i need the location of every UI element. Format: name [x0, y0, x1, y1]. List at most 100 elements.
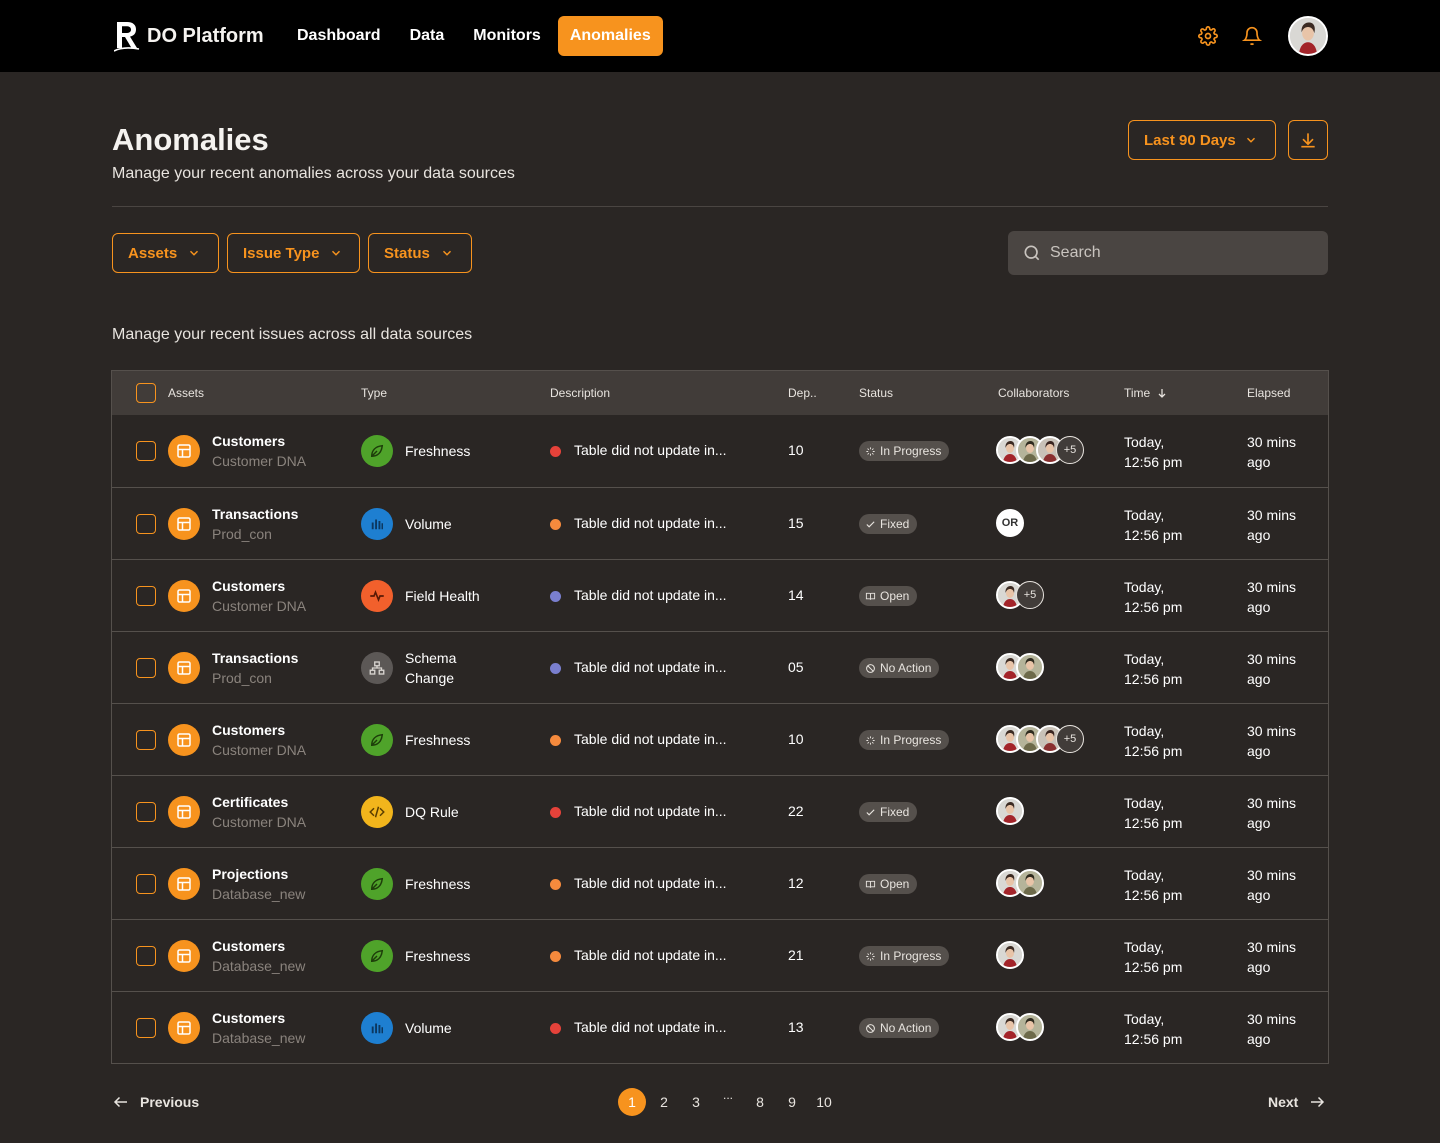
- description[interactable]: Table did not update in...: [574, 731, 727, 747]
- search-box[interactable]: [1008, 231, 1328, 275]
- asset-name[interactable]: Certificates: [212, 794, 289, 810]
- collaborators[interactable]: +5: [996, 581, 1044, 609]
- more-collaborators[interactable]: +5: [1056, 725, 1084, 753]
- table-row[interactable]: Customers Customer DNA Freshness Table did …: [112, 415, 1328, 487]
- download-icon: [1301, 133, 1315, 148]
- select-all-checkbox[interactable]: [136, 383, 156, 403]
- status-badge[interactable]: No Action: [859, 1018, 940, 1038]
- status-badge[interactable]: Open: [859, 586, 918, 606]
- row-checkbox[interactable]: [136, 1018, 156, 1038]
- collaborators[interactable]: +5: [996, 725, 1084, 753]
- status-badge[interactable]: Fixed: [859, 802, 918, 822]
- asset-name[interactable]: Customers: [212, 722, 286, 738]
- page-number[interactable]: 10: [816, 1094, 832, 1110]
- asset-name[interactable]: Projections: [212, 866, 289, 882]
- more-collaborators[interactable]: +5: [1056, 436, 1084, 464]
- table-row[interactable]: Projections Database_new Freshness Table di…: [112, 847, 1328, 919]
- asset-name[interactable]: Customers: [212, 1010, 286, 1026]
- user-avatar[interactable]: [1288, 16, 1328, 56]
- page-number[interactable]: 1: [618, 1088, 646, 1116]
- collaborator-avatar[interactable]: [1016, 1013, 1044, 1041]
- column-header-type[interactable]: Type: [361, 386, 388, 400]
- column-header-collaborators[interactable]: Collaborators: [998, 386, 1070, 400]
- row-checkbox[interactable]: [136, 946, 156, 966]
- nav-item-data[interactable]: Data: [409, 27, 445, 44]
- collaborators[interactable]: [996, 869, 1044, 897]
- collaborators[interactable]: [996, 1013, 1044, 1041]
- collaborators[interactable]: [996, 653, 1044, 681]
- page-number[interactable]: 9: [788, 1094, 796, 1110]
- asset-name[interactable]: Transactions: [212, 650, 299, 666]
- asset-name[interactable]: Customers: [212, 578, 286, 594]
- row-checkbox[interactable]: [136, 514, 156, 534]
- elapsed-value: 30 mins: [1247, 723, 1297, 739]
- chevron-down-icon: [1246, 137, 1255, 143]
- description[interactable]: Table did not update in...: [574, 442, 727, 458]
- collaborators[interactable]: [996, 797, 1024, 825]
- collaborator-initials[interactable]: OR: [996, 509, 1024, 537]
- row-checkbox[interactable]: [136, 441, 156, 461]
- description[interactable]: Table did not update in...: [574, 515, 727, 531]
- page-number[interactable]: 2: [660, 1094, 668, 1110]
- collaborator-avatar[interactable]: [1016, 869, 1044, 897]
- column-header-dep[interactable]: Dep..: [788, 386, 817, 400]
- status-badge[interactable]: No Action: [859, 658, 940, 678]
- collaborator-avatar[interactable]: [996, 941, 1024, 969]
- collaborators[interactable]: +5: [996, 436, 1084, 464]
- collaborators[interactable]: [996, 941, 1024, 969]
- description[interactable]: Table did not update in...: [574, 1019, 727, 1035]
- status-filter[interactable]: Status: [368, 233, 472, 273]
- column-header-time[interactable]: Time: [1124, 386, 1168, 400]
- description[interactable]: Table did not update in...: [574, 875, 727, 891]
- download-button[interactable]: [1288, 120, 1328, 160]
- column-header-description[interactable]: Description: [550, 386, 611, 400]
- gear-icon[interactable]: [1198, 26, 1218, 46]
- table-row[interactable]: Customers Database_new Freshness Table did …: [112, 919, 1328, 991]
- table-row[interactable]: Certificates Customer DNA DQ Rule Table did…: [112, 775, 1328, 847]
- description[interactable]: Table did not update in...: [574, 587, 727, 603]
- status-badge[interactable]: In Progress: [859, 946, 950, 966]
- status-badge[interactable]: In Progress: [859, 730, 950, 750]
- collaborators[interactable]: OR: [996, 509, 1024, 537]
- row-checkbox[interactable]: [136, 730, 156, 750]
- nav-item-dashboard[interactable]: Dashboard: [297, 27, 381, 44]
- table-row[interactable]: Customers Database_new Volume Table did not…: [112, 991, 1328, 1063]
- previous-page-button[interactable]: Previous: [112, 1093, 199, 1111]
- description[interactable]: Table did not update in...: [574, 803, 727, 819]
- row-checkbox[interactable]: [136, 874, 156, 894]
- search-input[interactable]: [1050, 244, 1310, 262]
- table-row[interactable]: Transactions Prod_con Volume Table did not …: [112, 487, 1328, 559]
- nav-item-anomalies[interactable]: Anomalies: [557, 16, 663, 56]
- chevron-down-icon: [190, 250, 199, 256]
- asset-name[interactable]: Transactions: [212, 506, 299, 522]
- page-number[interactable]: 3: [692, 1094, 700, 1110]
- column-header-assets[interactable]: Assets: [168, 386, 205, 400]
- bell-icon[interactable]: [1242, 26, 1262, 46]
- date-range-dropdown[interactable]: Last 90 Days: [1128, 120, 1276, 160]
- status-badge[interactable]: Fixed: [859, 514, 918, 534]
- app-logo[interactable]: [114, 18, 140, 52]
- page-number[interactable]: 8: [756, 1094, 764, 1110]
- column-header-elapsed[interactable]: Elapsed: [1247, 386, 1291, 400]
- description[interactable]: Table did not update in...: [574, 947, 727, 963]
- row-checkbox[interactable]: [136, 586, 156, 606]
- collaborator-avatar[interactable]: [1016, 653, 1044, 681]
- elapsed-cell: 30 mins ago: [1247, 577, 1296, 617]
- table-row[interactable]: Customers Customer DNA Field Health Table d…: [112, 559, 1328, 631]
- asset-name[interactable]: Customers: [212, 938, 286, 954]
- next-page-button[interactable]: Next: [1268, 1093, 1326, 1111]
- status-badge[interactable]: In Progress: [859, 441, 950, 461]
- collaborator-avatar[interactable]: [996, 797, 1024, 825]
- description[interactable]: Table did not update in...: [574, 659, 727, 675]
- column-header-status[interactable]: Status: [859, 386, 894, 400]
- nav-item-monitors[interactable]: Monitors: [473, 27, 541, 44]
- table-row[interactable]: Transactions Prod_con Schema Change Table d…: [112, 631, 1328, 703]
- more-collaborators[interactable]: +5: [1016, 581, 1044, 609]
- issue-type-filter[interactable]: Issue Type: [227, 233, 360, 273]
- row-checkbox[interactable]: [136, 658, 156, 678]
- table-row[interactable]: Customers Customer DNA Freshness Table did …: [112, 703, 1328, 775]
- status-badge[interactable]: Open: [859, 874, 918, 894]
- asset-name[interactable]: Customers: [212, 433, 286, 449]
- assets-filter[interactable]: Assets: [112, 233, 219, 273]
- row-checkbox[interactable]: [136, 802, 156, 822]
